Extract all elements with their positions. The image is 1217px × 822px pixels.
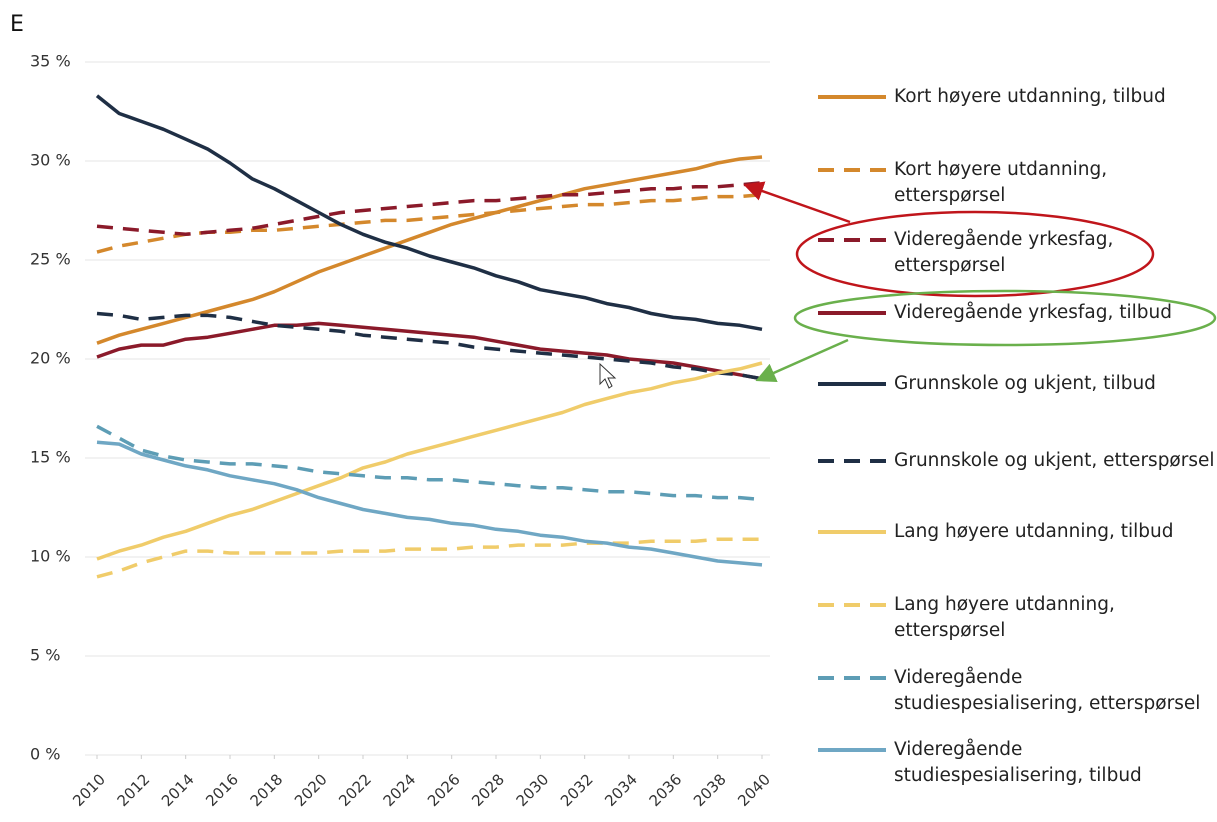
legend-label: Lang høyere utdanning, etterspørsel bbox=[894, 594, 1115, 641]
legend-label: Grunnskole og ukjent, tilbud bbox=[894, 373, 1156, 394]
legend-item: Kort høyere utdanning, tilbud bbox=[818, 84, 1216, 110]
legend-swatch bbox=[818, 603, 886, 607]
x-tick-label: 2036 bbox=[646, 770, 686, 810]
legend-item: Kort høyere utdanning, etterspørsel bbox=[818, 157, 1216, 209]
legend-swatch bbox=[818, 459, 886, 463]
x-tick-label: 2038 bbox=[690, 770, 730, 810]
legend-label: Kort høyere utdanning, tilbud bbox=[894, 86, 1166, 107]
legend-swatch bbox=[818, 748, 886, 752]
x-tick-label: 2026 bbox=[424, 770, 464, 810]
page-label: E bbox=[10, 12, 24, 37]
x-tick-label: 2022 bbox=[335, 770, 375, 810]
y-tick-label: 25 % bbox=[30, 250, 71, 269]
legend-swatch bbox=[818, 676, 886, 680]
legend-item: Lang høyere utdanning, etterspørsel bbox=[818, 592, 1216, 644]
x-tick-label: 2018 bbox=[247, 770, 287, 810]
legend-label: Videregående studiespesialisering, tilbu… bbox=[894, 739, 1142, 786]
legend-label: Kort høyere utdanning, etterspørsel bbox=[894, 159, 1108, 206]
x-tick-label: 2030 bbox=[513, 770, 553, 810]
y-tick-label: 15 % bbox=[30, 448, 71, 467]
series-line bbox=[96, 311, 763, 381]
series-line bbox=[96, 424, 763, 502]
legend-swatch bbox=[818, 530, 886, 534]
series-line bbox=[95, 94, 763, 332]
legend-swatch bbox=[818, 95, 886, 99]
series-line bbox=[96, 440, 763, 567]
legend-swatch bbox=[818, 168, 886, 172]
series-line bbox=[96, 192, 763, 254]
legend-item: Videregående yrkesfag, tilbud bbox=[818, 300, 1216, 326]
legend-item: Grunnskole og ukjent, tilbud bbox=[818, 371, 1216, 397]
series-line bbox=[96, 537, 762, 579]
legend-swatch bbox=[818, 382, 886, 386]
x-tick-label: 2040 bbox=[734, 770, 774, 810]
x-tick-label: 2012 bbox=[114, 770, 154, 810]
x-tick-label: 2016 bbox=[202, 770, 242, 810]
y-tick-label: 0 % bbox=[30, 745, 60, 764]
legend-item: Videregående studiespesialisering, etter… bbox=[818, 665, 1216, 717]
y-tick-label: 30 % bbox=[30, 151, 71, 170]
x-tick-label: 2010 bbox=[69, 770, 109, 810]
legend-item: Lang høyere utdanning, tilbud bbox=[818, 519, 1216, 545]
x-tick-label: 2028 bbox=[468, 770, 508, 810]
x-tick-label: 2014 bbox=[158, 770, 198, 810]
series-line bbox=[96, 181, 763, 237]
y-tick-label: 20 % bbox=[30, 349, 71, 368]
legend-label: Videregående yrkesfag, tilbud bbox=[894, 302, 1173, 323]
x-tick-label: 2024 bbox=[380, 770, 420, 810]
series-line bbox=[96, 155, 763, 345]
legend-swatch bbox=[818, 311, 886, 315]
series-line bbox=[96, 361, 763, 561]
x-tick-label: 2020 bbox=[291, 770, 331, 810]
legend-label: Videregående yrkesfag, etterspørsel bbox=[894, 229, 1114, 276]
legend-item: Videregående studiespesialisering, tilbu… bbox=[818, 737, 1216, 789]
legend-item: Grunnskole og ukjent, etterspørsel bbox=[818, 448, 1216, 474]
legend-label: Lang høyere utdanning, tilbud bbox=[894, 521, 1174, 542]
y-tick-label: 5 % bbox=[30, 646, 60, 665]
x-tick-label: 2032 bbox=[557, 770, 597, 810]
series-line bbox=[96, 321, 763, 381]
x-tick-label: 2034 bbox=[601, 770, 641, 810]
legend-label: Videregående studiespesialisering, etter… bbox=[894, 667, 1201, 714]
y-tick-label: 10 % bbox=[30, 547, 71, 566]
legend-label: Grunnskole og ukjent, etterspørsel bbox=[894, 450, 1215, 471]
legend-item: Videregående yrkesfag, etterspørsel bbox=[818, 227, 1216, 279]
y-tick-label: 35 % bbox=[30, 52, 71, 71]
legend-swatch bbox=[818, 238, 886, 242]
